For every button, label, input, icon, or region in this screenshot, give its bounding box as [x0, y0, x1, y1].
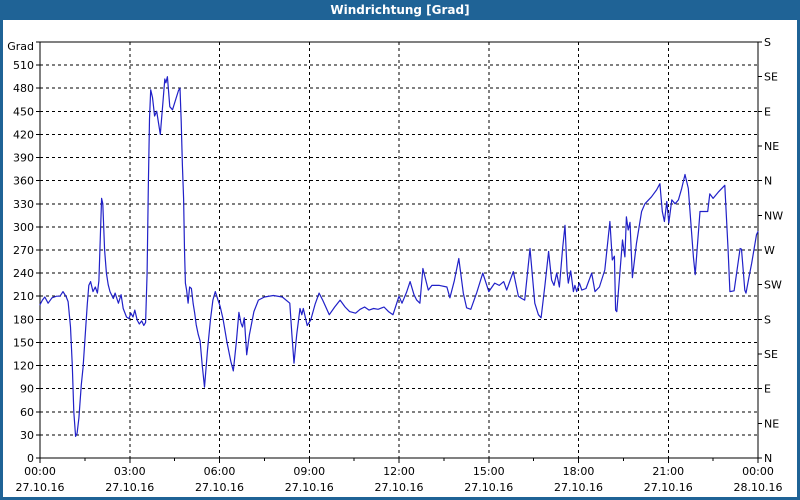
x-axis-time-label: 00:00: [24, 465, 56, 478]
compass-tick-label: S: [764, 36, 771, 49]
y-axis-tick-label: 270: [13, 244, 34, 257]
x-axis-time-label: 00:00: [742, 465, 774, 478]
y-axis-tick-label: 180: [13, 313, 34, 326]
y-axis-tick-label: 330: [13, 198, 34, 211]
x-axis: 00:00 27.10.16 03:00 27.10.16 06:00 27.10.16 0…: [16, 458, 783, 494]
chart-panel: 0 30 60 90 120 150 180 210 240 270 300 330 360 390 420…: [0, 20, 800, 500]
compass-tick-label: NE: [764, 140, 779, 153]
y-axis-tick-label: 150: [13, 336, 34, 349]
compass-tick-label: S: [764, 313, 771, 326]
compass-tick-label: SE: [764, 348, 778, 361]
plot-frame: [39, 41, 759, 459]
y-axis-tick-label: 360: [13, 175, 34, 188]
x-axis-date-label: 27.10.16: [554, 481, 603, 494]
compass-tick-label: NE: [764, 417, 779, 430]
x-axis-date-label: 27.10.16: [16, 481, 65, 494]
y-axis-tick-label: 90: [20, 383, 34, 396]
x-axis-date-label: 28.10.16: [734, 481, 783, 494]
y-axis-tick-label: 300: [13, 221, 34, 234]
x-axis-date-label: 27.10.16: [105, 481, 154, 494]
x-axis-date-label: 27.10.16: [285, 481, 334, 494]
y-axis-tick-label: 480: [13, 82, 34, 95]
wind-direction-chart: 0 30 60 90 120 150 180 210 240 270 300 330 360 390 420…: [7, 36, 783, 494]
y-axis-unit-label: Grad: [7, 40, 34, 53]
y-axis-tick-label: 390: [13, 152, 34, 165]
compass-tick-label: SE: [764, 71, 778, 84]
compass-tick-label: NW: [764, 209, 783, 222]
y-axis-tick-label: 240: [13, 267, 34, 280]
x-axis-date-label: 27.10.16: [195, 481, 244, 494]
x-axis-time-label: 09:00: [293, 465, 325, 478]
x-axis-time-label: 12:00: [383, 465, 415, 478]
x-axis-date-label: 27.10.16: [375, 481, 424, 494]
x-axis-date-label: 27.10.16: [644, 481, 693, 494]
x-axis-date-label: 27.10.16: [464, 481, 513, 494]
compass-tick-label: SW: [764, 279, 782, 292]
x-axis-time-label: 03:00: [114, 465, 146, 478]
window-title: Windrichtung [Grad]: [330, 3, 470, 17]
x-axis-time-label: 21:00: [652, 465, 684, 478]
y-axis-tick-label: 30: [20, 429, 34, 442]
y-axis-tick-label: 510: [13, 59, 34, 72]
compass-tick-label: E: [764, 383, 771, 396]
y-axis-tick-label: 120: [13, 360, 34, 373]
compass-tick-label: W: [764, 244, 775, 257]
x-axis-time-label: 15:00: [473, 465, 505, 478]
y-axis-left: 0 30 60 90 120 150 180 210 240 270 300 330 360 390 420…: [7, 40, 40, 465]
y-axis-tick-label: 420: [13, 128, 34, 141]
y-axis-tick-label: 210: [13, 290, 34, 303]
series-line-windrichtung: [39, 76, 759, 437]
window-titlebar: Windrichtung [Grad]: [0, 0, 800, 20]
y-axis-tick-label: 450: [13, 105, 34, 118]
compass-tick-label: N: [764, 452, 772, 465]
compass-tick-label: N: [764, 175, 772, 188]
y-axis-right: S SE E NE N NW W SW S SE E NE N: [758, 36, 783, 465]
y-axis-tick-label: 0: [27, 452, 34, 465]
y-axis-tick-label: 60: [20, 406, 34, 419]
x-axis-time-label: 06:00: [204, 465, 236, 478]
x-axis-time-label: 18:00: [563, 465, 595, 478]
compass-tick-label: E: [764, 105, 771, 118]
